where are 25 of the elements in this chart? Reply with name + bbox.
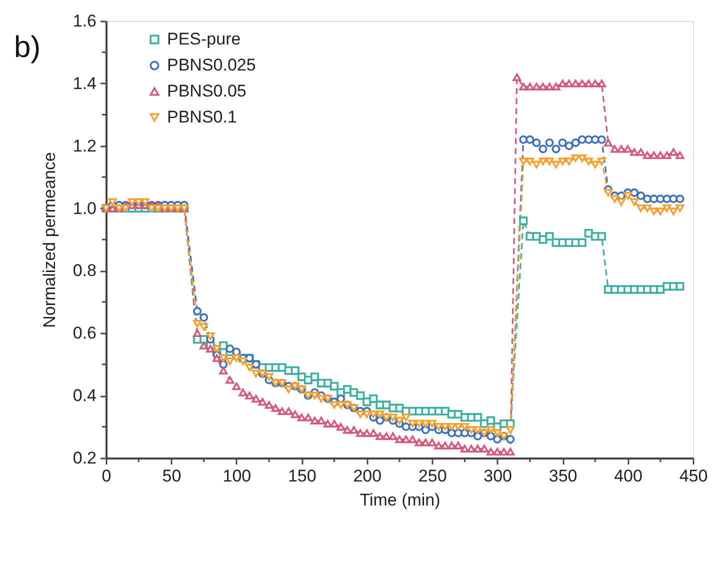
x-tick-label: 50 <box>162 466 182 486</box>
x-tick-label: 450 <box>679 466 708 486</box>
legend-label: PBNS0.05 <box>167 82 246 100</box>
y-tick-label: 1.6 <box>72 12 96 30</box>
legend-label: PBNS0.025 <box>167 56 256 74</box>
legend-label: PES-pure <box>167 30 241 48</box>
legend-label: PBNS0.1 <box>167 108 237 126</box>
x-tick-label: 150 <box>288 466 316 486</box>
y-tick-label: 1.0 <box>72 198 96 218</box>
x-tick-label: 400 <box>614 466 642 486</box>
chart-title: b) <box>14 31 41 64</box>
y-tick-label: 1.4 <box>72 74 96 93</box>
y-axis-title: Normalized permeance <box>40 152 59 328</box>
x-tick-label: 100 <box>222 466 252 486</box>
x-axis-title: Time (min) <box>360 490 440 510</box>
x-tick-label: 0 <box>102 466 112 486</box>
x-tick-label: 250 <box>418 466 447 486</box>
x-tick-label: 200 <box>353 466 382 486</box>
y-tick-label: 0.6 <box>72 324 96 343</box>
y-tick-label: 1.2 <box>72 136 96 156</box>
y-tick-label: 0.8 <box>72 261 96 280</box>
x-tick-label: 300 <box>484 466 512 486</box>
y-tick-label: 0.2 <box>72 448 96 468</box>
y-tick-label: 0.4 <box>72 386 96 406</box>
x-tick-label: 350 <box>548 466 578 486</box>
